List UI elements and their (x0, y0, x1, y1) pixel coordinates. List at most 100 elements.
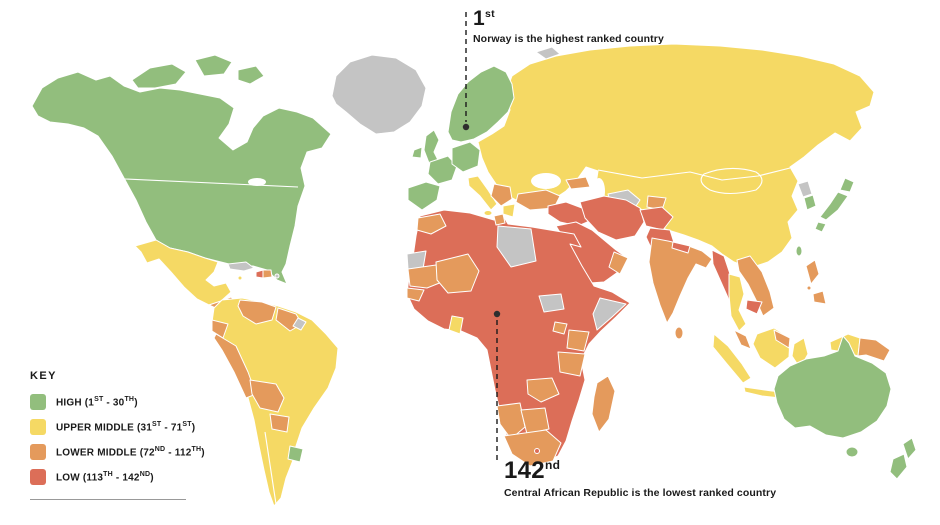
region-oman (608, 251, 629, 275)
region-tanzania (557, 351, 586, 377)
region-western-sahara (406, 250, 427, 270)
region-france (427, 155, 458, 185)
region-cambodia (745, 299, 763, 315)
region-arctic-island-2 (194, 54, 233, 77)
annotation-top-rank-suffix: st (484, 8, 495, 20)
region-caucasus (565, 176, 591, 190)
region-balkans (490, 183, 513, 207)
annotation-bottom: 142nd Central African Republic is the lo… (504, 457, 777, 500)
region-sumatra (712, 333, 752, 384)
region-ghana (448, 315, 464, 335)
legend: KEY HIGH (1ST - 30TH) UPPER MIDDLE (31ST … (30, 370, 205, 500)
region-iberia (407, 181, 441, 211)
region-greenland (331, 54, 427, 135)
annotation-top: 1st Norway is the highest ranked country (473, 8, 664, 45)
legend-item: UPPER MIDDLE (31ST - 71ST) (30, 419, 205, 435)
region-puerto-rico (274, 273, 280, 279)
legend-swatch (30, 419, 46, 435)
legend-item-label: UPPER MIDDLE (31ST - 71ST) (56, 420, 196, 434)
region-botswana (520, 407, 550, 435)
annotation-bottom-rank-suffix: nd (544, 458, 561, 472)
region-madagascar (591, 375, 616, 433)
region-scandinavia (447, 65, 515, 143)
region-somalia (592, 297, 627, 331)
region-united-kingdom (423, 129, 440, 164)
region-laos-vietnam (736, 255, 775, 317)
norway-marker-dot (462, 123, 470, 131)
region-south-africa (503, 429, 562, 467)
region-sicily (483, 210, 493, 216)
legend-item: HIGH (1ST - 30TH) (30, 394, 205, 410)
region-morocco (416, 213, 447, 235)
region-greece (502, 203, 516, 218)
region-cuba (227, 261, 255, 272)
region-arctic-island-3 (237, 65, 265, 85)
region-italy (467, 175, 498, 211)
legend-items: HIGH (1ST - 30TH) UPPER MIDDLE (31ST - 71… (30, 394, 205, 485)
region-uruguay (287, 445, 304, 463)
region-mexico (134, 239, 232, 306)
region-new-zealand-south (889, 453, 908, 480)
legend-swatch (30, 469, 46, 485)
region-sri-lanka (674, 326, 684, 340)
annotation-top-caption: Norway is the highest ranked country (473, 33, 664, 45)
region-zambia (526, 377, 560, 403)
region-japan-kyushu (814, 221, 827, 233)
region-senegal (406, 287, 425, 302)
region-uganda (552, 321, 568, 335)
region-nepal (671, 241, 691, 254)
legend-item: LOWER MIDDLE (72ND - 112TH) (30, 444, 205, 460)
legend-item-label: LOWER MIDDLE (72ND - 112TH) (56, 445, 205, 459)
region-north-korea (797, 180, 813, 198)
region-south-sudan (538, 293, 565, 313)
region-south-korea (803, 194, 817, 211)
region-new-zealand-north (902, 437, 917, 460)
region-arctic-island-1 (131, 63, 187, 89)
region-bolivia (249, 379, 285, 413)
region-north-america (31, 71, 332, 285)
region-taiwan (795, 245, 803, 257)
region-afghanistan (639, 206, 674, 231)
region-india (648, 237, 713, 324)
region-tasmania (845, 446, 859, 458)
region-japan-honshu (819, 191, 849, 221)
legend-item-label: LOW (113TH - 142ND) (56, 470, 154, 484)
region-venezuela (237, 299, 277, 325)
annotation-bottom-rank: 142nd (504, 457, 561, 484)
legend-rule (30, 499, 186, 500)
region-kenya (566, 329, 590, 352)
region-tunisia (493, 213, 506, 226)
legend-title: KEY (30, 370, 57, 382)
region-borneo (752, 327, 791, 369)
annotation-bottom-caption: Central African Republic is the lowest r… (504, 487, 777, 499)
region-ireland (411, 146, 423, 159)
region-papua-new-guinea (857, 337, 891, 362)
border-russia-china (597, 167, 791, 181)
region-thailand (728, 273, 747, 332)
region-dominican-republic (262, 269, 273, 279)
region-french-guiana (292, 317, 307, 331)
region-haiti (255, 269, 264, 279)
region-mali (435, 253, 480, 294)
legend-item: LOW (113TH - 142ND) (30, 469, 205, 485)
region-north-asia (477, 43, 875, 269)
region-iran (579, 195, 645, 241)
region-libya (496, 225, 537, 268)
region-japan-hokkaido (839, 177, 855, 193)
legend-swatch (30, 444, 46, 460)
region-malaysia-peninsula (733, 329, 752, 350)
region-philippines-mid (806, 285, 812, 291)
border-us-canada (103, 177, 299, 188)
legend-item-label: HIGH (1ST - 30TH) (56, 395, 138, 409)
annotation-top-rank: 1st (473, 7, 495, 30)
region-levant-iraq (547, 201, 593, 227)
region-namibia (496, 402, 526, 440)
black-sea (531, 173, 561, 189)
region-lesotho (534, 448, 540, 454)
region-philippines-south (812, 290, 827, 305)
region-svalbard (535, 46, 561, 60)
region-jamaica (237, 275, 243, 281)
border-mongolia (700, 167, 763, 195)
